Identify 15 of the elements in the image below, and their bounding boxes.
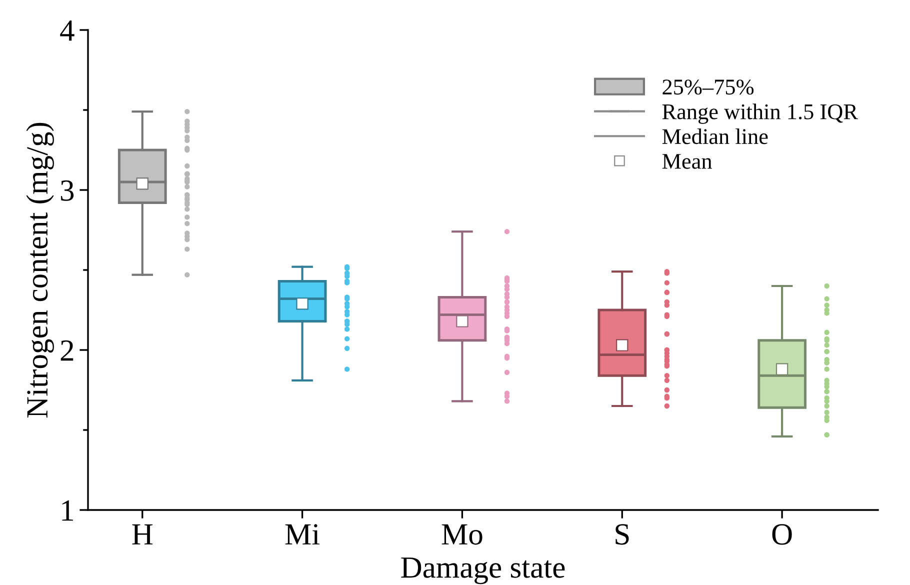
annotation: Range within 1.5 IQR (662, 104, 858, 124)
x-axis-title: Damage state (401, 558, 565, 584)
y-tick-label: 1 (62, 500, 73, 521)
x-tick-label: S (616, 524, 629, 545)
x-tick-label: H (132, 524, 153, 544)
legend-label: 25%–75% (662, 80, 754, 95)
annotation: Median line (662, 128, 768, 144)
y-tick-label: 2 (60, 340, 74, 361)
y-tick-label: 4 (60, 20, 74, 41)
annotation: Mean (662, 154, 712, 169)
x-tick-label: Mi (285, 524, 320, 544)
x-tick-label: O (772, 524, 792, 545)
x-tick-label: Mo (442, 524, 482, 545)
y-axis-title: Nitrogen content (mg/g) (26, 122, 54, 418)
y-tick-label: 3 (60, 180, 74, 201)
